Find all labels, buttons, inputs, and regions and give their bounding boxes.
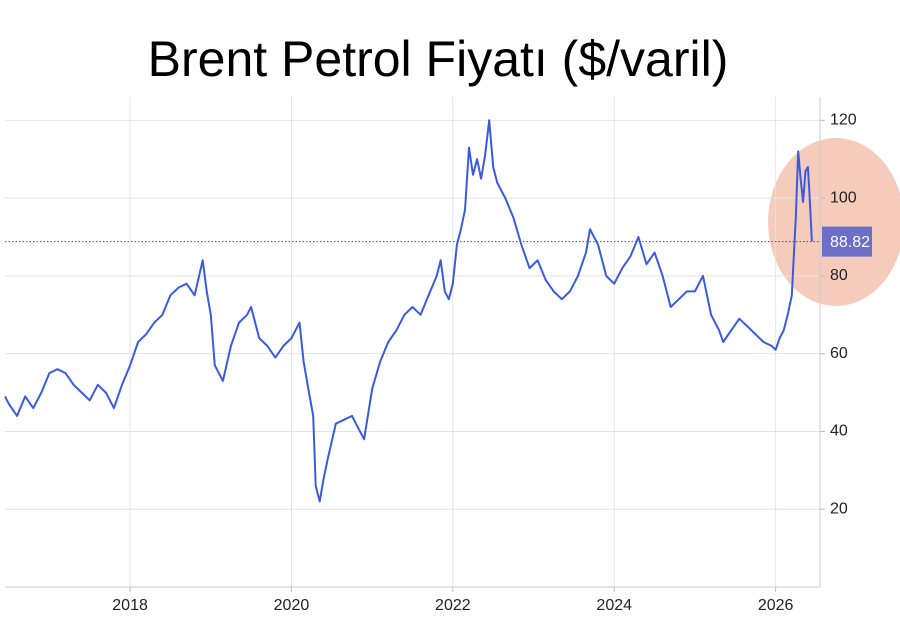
y-tick-label: 100 xyxy=(830,189,857,206)
price-line xyxy=(4,119,813,503)
x-tick-label: 2022 xyxy=(435,597,471,614)
y-tick-label: 20 xyxy=(830,500,848,517)
y-tick-label: 120 xyxy=(830,112,857,129)
y-tick-label: 40 xyxy=(830,423,848,440)
y-tick-label: 60 xyxy=(830,345,848,362)
y-tick-label: 80 xyxy=(830,267,848,284)
chart-title: Brent Petrol Fiyatı ($/varil) xyxy=(148,31,729,87)
current-value-box xyxy=(822,226,872,257)
x-tick-label: 2026 xyxy=(758,597,794,614)
x-tick-label: 2024 xyxy=(596,597,632,614)
x-tick-label: 2020 xyxy=(274,597,310,614)
x-tick-label: 2018 xyxy=(112,597,148,614)
current-value-label: 88.82 xyxy=(830,234,870,251)
